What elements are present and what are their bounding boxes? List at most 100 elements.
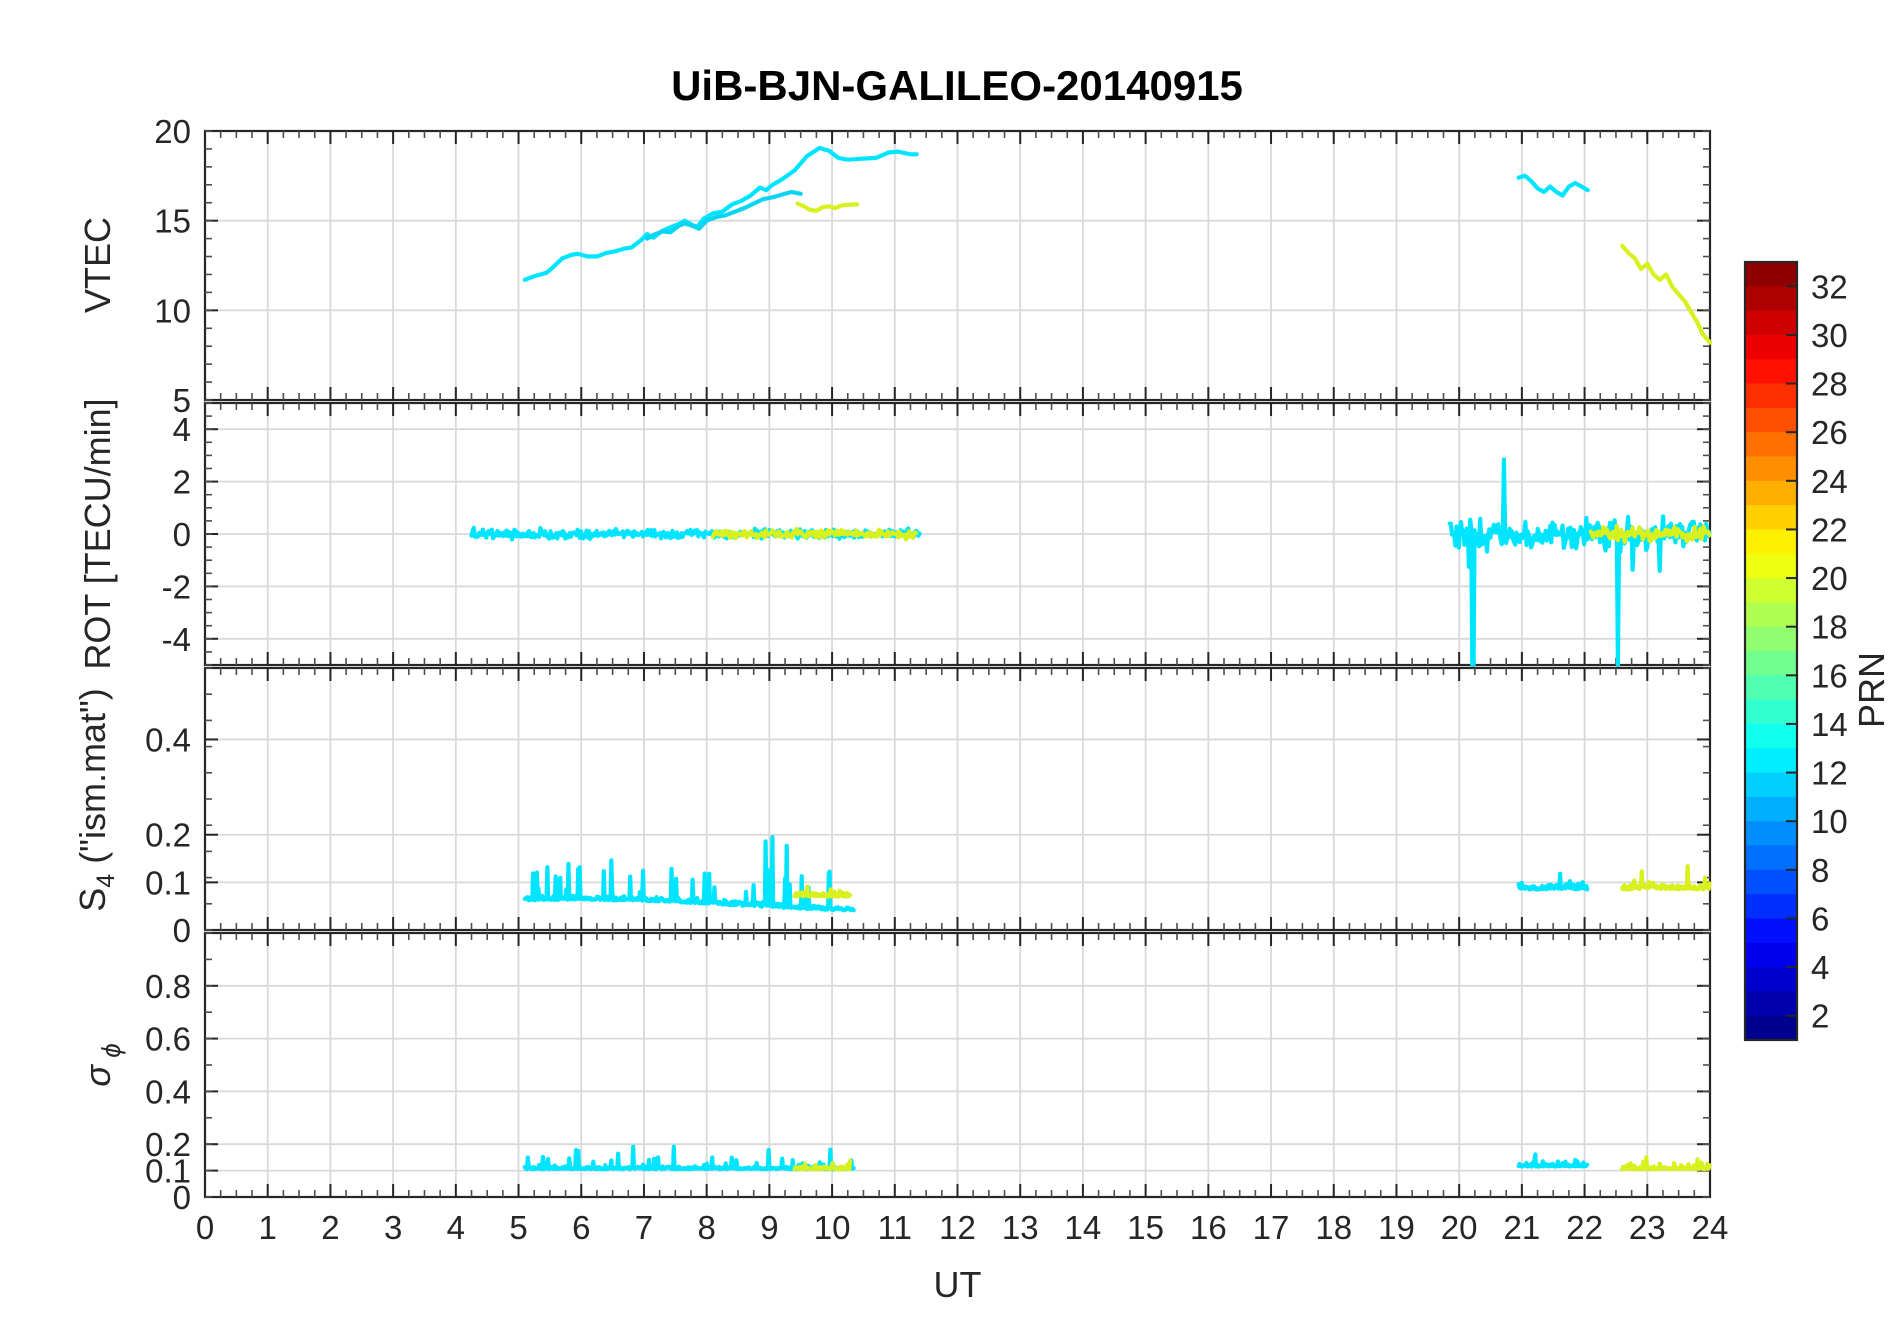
ytick-label-vtec-3: 20 — [154, 113, 191, 150]
ytick-label-s4-3: 0.4 — [145, 721, 191, 758]
trace-s4-1 — [792, 884, 853, 899]
trace-vtec-0 — [522, 145, 919, 282]
colorbar-tick-label-0: 32 — [1811, 268, 1848, 305]
xtick-label-23: 23 — [1629, 1209, 1666, 1246]
ytick-label-s4-1: 0.1 — [145, 864, 191, 901]
colorbar-segment-28 — [1745, 942, 1797, 968]
xtick-label-8: 8 — [697, 1209, 715, 1246]
colorbar-tick-label-6: 20 — [1811, 560, 1848, 597]
trace-s4-0 — [522, 835, 856, 913]
ylabel-s4: S4 ("ism.mat") — [72, 688, 120, 911]
colorbar-segment-0 — [1745, 262, 1797, 287]
xtick-label-1: 1 — [259, 1209, 277, 1246]
xtick-label-16: 16 — [1190, 1209, 1227, 1246]
ytick-label-sigmaphi-2: 0.2 — [145, 1126, 191, 1163]
colorbar-segment-16 — [1745, 651, 1797, 676]
ylabel-vtec: VTEC — [77, 217, 118, 313]
xtick-label-14: 14 — [1065, 1209, 1102, 1246]
trace-s4-3 — [1620, 864, 1712, 892]
trace-vtec-4 — [1620, 243, 1713, 345]
trace-vtec-2 — [795, 201, 860, 213]
colorbar-tick-label-8: 16 — [1811, 657, 1848, 694]
trace-sigmaphi-1 — [792, 1158, 853, 1172]
colorbar-segment-20 — [1745, 748, 1797, 774]
ytick-label-rot-2: 0 — [173, 516, 191, 553]
colorbar-segment-7 — [1745, 432, 1797, 458]
xtick-label-22: 22 — [1566, 1209, 1603, 1246]
colorbar-segment-30 — [1745, 991, 1797, 1017]
colorbar-segment-31 — [1745, 1015, 1797, 1041]
trace-rot-2 — [1447, 457, 1712, 668]
colorbar-segment-9 — [1745, 480, 1797, 506]
colorbar-segment-19 — [1745, 723, 1797, 749]
trace-rot-1 — [710, 526, 919, 542]
trace-sigmaphi-3 — [1620, 1155, 1712, 1172]
colorbar-tick-label-12: 8 — [1811, 852, 1829, 889]
xtick-label-20: 20 — [1441, 1209, 1478, 1246]
colorbar-segment-29 — [1745, 967, 1797, 992]
ytick-label-sigmaphi-0: 0 — [173, 1179, 191, 1216]
xtick-label-19: 19 — [1378, 1209, 1415, 1246]
colorbar-segment-13 — [1745, 578, 1797, 603]
xtick-label-0: 0 — [196, 1209, 214, 1246]
colorbar-tick-label-4: 24 — [1811, 463, 1848, 500]
trace-vtec-1 — [645, 189, 803, 241]
colorbar-segment-21 — [1745, 772, 1797, 798]
ytick-label-sigmaphi-4: 0.6 — [145, 1021, 191, 1058]
xaxis-label: UT — [934, 1264, 982, 1305]
colorbar-tick-label-1: 30 — [1811, 317, 1848, 354]
xtick-label-13: 13 — [1002, 1209, 1039, 1246]
trace-vtec-3 — [1516, 173, 1590, 198]
colorbar-tick-label-7: 18 — [1811, 609, 1848, 646]
xtick-label-24: 24 — [1692, 1209, 1729, 1246]
ytick-label-rot-1: -2 — [162, 568, 191, 605]
xtick-label-2: 2 — [321, 1209, 339, 1246]
ytick-label-rot-3: 2 — [173, 464, 191, 501]
trace-rot-0 — [469, 525, 922, 542]
ytick-label-vtec-0: 5 — [173, 382, 191, 419]
colorbar-segment-1 — [1745, 286, 1797, 312]
xtick-label-7: 7 — [635, 1209, 653, 1246]
ytick-label-rot-0: -4 — [162, 621, 191, 658]
colorbar-segment-22 — [1745, 796, 1797, 822]
colorbar-tick-label-9: 14 — [1811, 706, 1848, 743]
colorbar-segment-15 — [1745, 626, 1797, 652]
colorbar-segment-3 — [1745, 334, 1797, 360]
trace-rot-3 — [1588, 523, 1712, 545]
xtick-label-17: 17 — [1253, 1209, 1290, 1246]
colorbar-label: PRN — [1851, 652, 1892, 728]
colorbar-segment-6 — [1745, 407, 1797, 433]
ytick-label-s4-2: 0.2 — [145, 817, 191, 854]
ylabel-sigma-phi: σ ϕ — [77, 1043, 126, 1086]
xtick-label-6: 6 — [572, 1209, 590, 1246]
colorbar-segment-26 — [1745, 894, 1797, 920]
colorbar-segment-12 — [1745, 553, 1797, 579]
ytick-label-vtec-2: 15 — [154, 203, 191, 240]
colorbar-frame — [1743, 260, 1799, 1042]
colorbar-tick-label-2: 28 — [1811, 366, 1848, 403]
xtick-label-5: 5 — [509, 1209, 527, 1246]
xtick-label-15: 15 — [1127, 1209, 1164, 1246]
xtick-label-12: 12 — [939, 1209, 976, 1246]
colorbar-segment-5 — [1745, 383, 1797, 409]
colorbar-segment-24 — [1745, 845, 1797, 871]
colorbar-segment-25 — [1745, 869, 1797, 895]
colorbar-segment-11 — [1745, 529, 1797, 555]
colorbar-tick-label-3: 26 — [1811, 414, 1848, 451]
colorbar-tick-label-5: 22 — [1811, 511, 1848, 548]
xtick-label-18: 18 — [1315, 1209, 1352, 1246]
xtick-label-10: 10 — [814, 1209, 851, 1246]
xtick-label-11: 11 — [878, 1209, 912, 1246]
colorbar-segment-23 — [1745, 821, 1797, 847]
colorbar-tick-label-15: 2 — [1811, 998, 1829, 1035]
xtick-label-3: 3 — [384, 1209, 402, 1246]
figure-title: UiB-BJN-GALILEO-20140915 — [671, 62, 1243, 109]
colorbar-tick-label-13: 6 — [1811, 900, 1829, 937]
xtick-label-21: 21 — [1504, 1209, 1541, 1246]
colorbar-tick-label-14: 4 — [1811, 949, 1829, 986]
ytick-label-sigmaphi-3: 0.4 — [145, 1073, 191, 1110]
xtick-label-9: 9 — [760, 1209, 778, 1246]
trace-sigmaphi-2 — [1516, 1152, 1590, 1169]
colorbar-segment-4 — [1745, 359, 1797, 385]
